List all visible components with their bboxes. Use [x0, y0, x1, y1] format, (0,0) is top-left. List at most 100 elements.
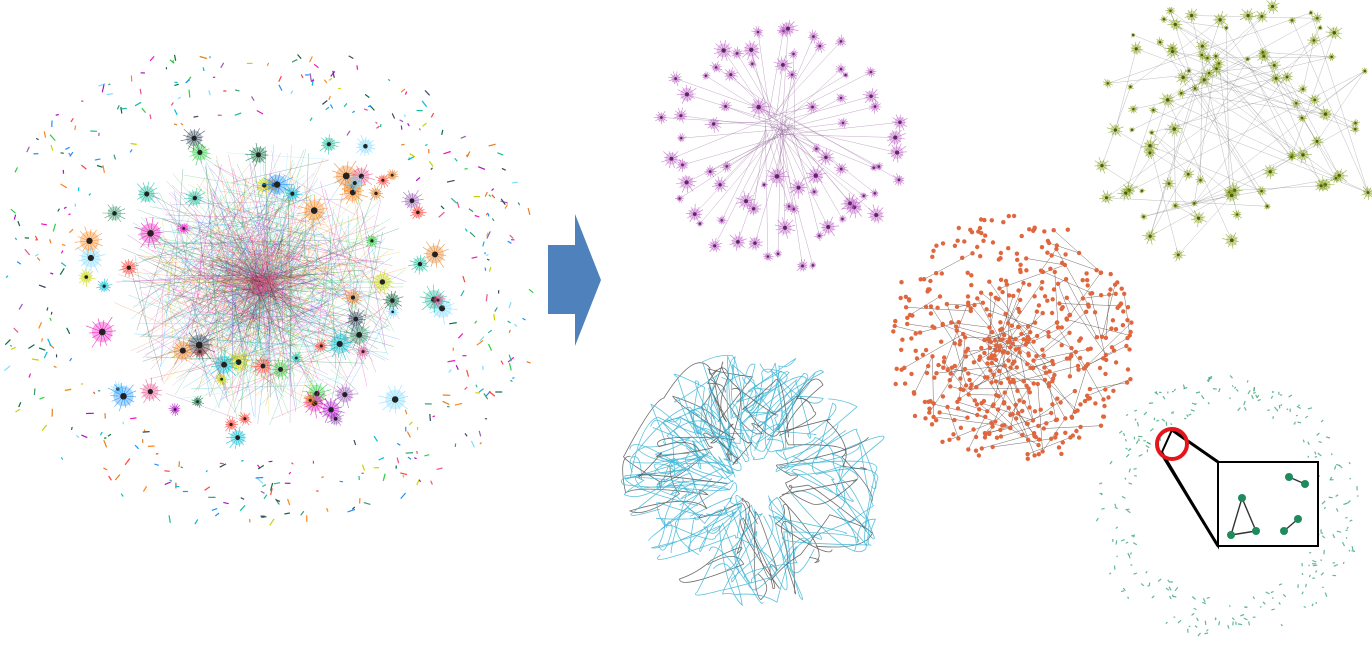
fragment-edge — [46, 307, 49, 311]
fragment-edge — [278, 75, 282, 82]
fragment-edge — [4, 339, 11, 346]
sparse-fragment — [1131, 534, 1136, 537]
full-cluster-fan — [176, 223, 191, 234]
fragment-edge — [406, 431, 411, 438]
sparse-fragment — [1186, 414, 1189, 418]
orange-edge — [1123, 293, 1131, 336]
sparse-fragment — [1140, 583, 1145, 587]
fragment-edge — [68, 228, 74, 234]
orange-edge — [1033, 332, 1070, 361]
fragment-edge — [491, 218, 495, 222]
olive-cluster-fan — [1167, 16, 1183, 31]
fragment-edge — [407, 122, 410, 127]
fragment-edge — [60, 183, 68, 189]
sparse-fragment — [1253, 386, 1255, 392]
olive-edge — [1301, 70, 1365, 119]
core-edge — [343, 296, 400, 397]
sparse-fragment — [1214, 618, 1217, 621]
orange-edge — [913, 356, 933, 394]
orange-node — [934, 243, 939, 248]
core-edge — [134, 274, 298, 349]
olive-edge — [1207, 56, 1332, 59]
blue-edge-path — [706, 367, 734, 444]
olive-cluster-fan — [1159, 15, 1168, 24]
fragment-edge — [447, 359, 456, 363]
orange-edge — [1043, 425, 1102, 429]
purple-edge — [681, 128, 793, 139]
olive-cluster-fan — [1361, 186, 1372, 200]
orange-edge — [1079, 357, 1104, 400]
fragment-edge — [408, 421, 413, 426]
orange-node — [1059, 306, 1064, 312]
fragment-edge — [173, 54, 177, 61]
orange-node — [1007, 293, 1012, 298]
orange-edge — [979, 356, 991, 371]
center-edge — [271, 264, 314, 276]
core-edge — [280, 300, 322, 321]
purple-cluster-fan — [661, 151, 682, 169]
fragment-edge — [260, 490, 265, 494]
core-edge — [132, 293, 257, 307]
olive-cluster-fan — [1162, 176, 1176, 191]
orange-node — [965, 294, 971, 299]
core-edge — [165, 214, 271, 219]
fragment-edge — [512, 181, 518, 184]
sparse-fragment — [1128, 482, 1133, 485]
olive-cluster-fan — [1350, 123, 1360, 135]
center-edge — [237, 283, 269, 307]
full-cluster-fan — [343, 321, 371, 349]
olive-edge — [1172, 51, 1208, 59]
core-edge — [170, 223, 184, 263]
olive-cluster-fan — [1280, 70, 1293, 83]
orange-node — [993, 357, 999, 362]
purple-cluster-fan — [676, 84, 697, 104]
purple-edge — [776, 122, 844, 132]
sparse-fragment — [1101, 507, 1105, 510]
orange-node — [1006, 213, 1011, 219]
full-cluster-fan — [409, 202, 427, 220]
orange-edge — [999, 264, 1065, 289]
orange-node — [1032, 226, 1037, 232]
orange-node — [1027, 227, 1032, 232]
fragment-edge — [59, 268, 65, 276]
full-cluster-fan — [382, 290, 404, 310]
orange-node — [942, 355, 947, 360]
orange-node — [1042, 365, 1047, 370]
center-edge — [246, 279, 261, 283]
core-edge — [208, 259, 237, 418]
orange-node — [1115, 305, 1120, 310]
blue-edge-path — [776, 437, 869, 505]
core-edge — [245, 210, 365, 262]
fragment-edge — [400, 143, 405, 146]
fragment-edge — [474, 214, 480, 218]
olive-edge — [1191, 15, 1318, 19]
fragment-edge — [405, 452, 414, 454]
orange-edge — [968, 302, 1001, 341]
orange-node — [927, 410, 932, 415]
sparse-fragment — [1303, 605, 1307, 609]
orange-node — [899, 367, 904, 372]
full-cluster-fan — [332, 383, 359, 408]
orange-node — [1024, 268, 1029, 273]
orange-node — [998, 277, 1004, 282]
fragment-edge — [469, 231, 476, 238]
fragment-edge — [269, 518, 275, 526]
center-edge — [267, 293, 285, 303]
olive-edge — [1107, 65, 1275, 84]
center-edge — [254, 285, 257, 298]
sparse-fragment — [1100, 493, 1103, 496]
purple-edge — [710, 131, 785, 172]
fragment-edge — [261, 516, 267, 518]
core-edge — [134, 333, 388, 353]
orange-node — [1063, 416, 1068, 421]
sparse-fragment — [1257, 398, 1261, 402]
fragment-edge — [352, 110, 356, 114]
core-edge — [224, 189, 293, 201]
core-edge — [268, 253, 314, 289]
core-edge — [163, 200, 239, 285]
center-edge — [235, 255, 264, 276]
fragment-edge — [290, 90, 294, 95]
orange-node — [993, 379, 999, 384]
blue-edge-path — [621, 476, 730, 498]
core-edge — [231, 160, 329, 183]
